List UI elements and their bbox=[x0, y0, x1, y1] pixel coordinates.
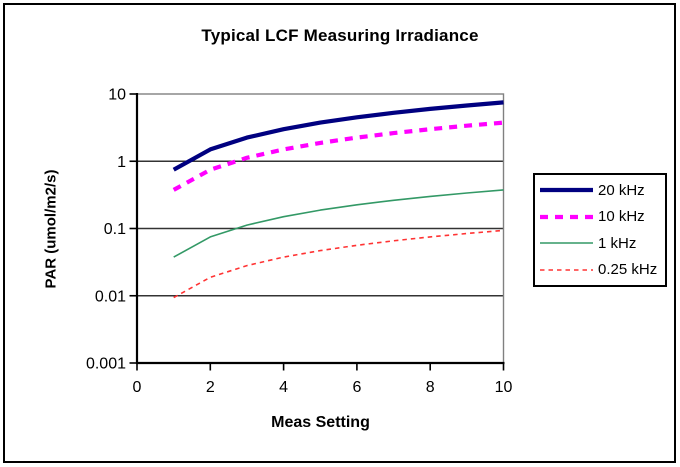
legend-item: 20 kHz bbox=[538, 182, 665, 199]
y-tick-label: 10 bbox=[108, 87, 126, 104]
x-tick-label: 6 bbox=[352, 379, 361, 396]
legend-item: 10 kHz bbox=[538, 208, 665, 225]
legend-line-sample bbox=[540, 268, 593, 271]
legend-line-sample bbox=[540, 242, 593, 245]
series-line-0-25-khz bbox=[173, 229, 504, 299]
x-tick-label: 0 bbox=[133, 379, 142, 396]
y-tick-label: 0.01 bbox=[95, 288, 126, 305]
x-tick-label: 2 bbox=[206, 379, 215, 396]
legend-line-sample bbox=[540, 188, 593, 193]
y-tick-label: 0.1 bbox=[104, 221, 126, 238]
legend-label: 0.25 kHz bbox=[598, 261, 658, 279]
legend-line-sample bbox=[540, 214, 593, 219]
legend: 20 kHz 10 kHz 1 kHz 0.25 kHz bbox=[533, 173, 667, 287]
x-axis-title: Meas Setting bbox=[271, 414, 370, 431]
x-tick-label: 8 bbox=[426, 379, 435, 396]
y-tick-label: 1 bbox=[117, 154, 126, 171]
x-tick-label: 10 bbox=[495, 379, 513, 396]
legend-label: 1 kHz bbox=[598, 234, 637, 252]
legend-item: 0.25 kHz bbox=[538, 261, 665, 278]
chart-title: Typical LCF Measuring Irradiance bbox=[201, 26, 479, 45]
legend-label: 20 kHz bbox=[598, 181, 645, 199]
x-tick-label: 4 bbox=[279, 379, 288, 396]
series-line-10-khz bbox=[172, 120, 504, 192]
legend-item: 1 kHz bbox=[538, 235, 665, 252]
series-line-1-khz bbox=[173, 189, 504, 258]
y-tick-label: 0.001 bbox=[86, 356, 126, 373]
series-line-20-khz bbox=[172, 100, 504, 172]
legend-label: 10 kHz bbox=[598, 208, 645, 226]
